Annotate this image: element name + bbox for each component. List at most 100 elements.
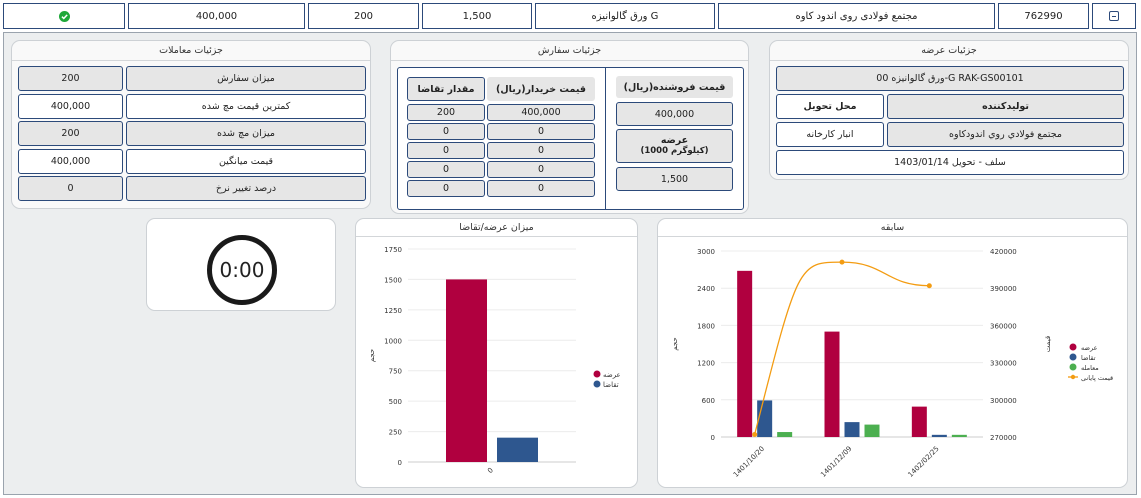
y-tick-label: 1200 <box>697 360 715 368</box>
offer-product-code: ورق گالوانیزه 00-G RAK-GS00101 <box>776 66 1124 91</box>
trade-row-value: 0 <box>18 176 123 201</box>
order-details-title: جزئیات سفارش <box>391 41 748 61</box>
trade-row-label: کمترین قیمت مچ شده <box>126 93 366 119</box>
y-axis-label: حجم <box>368 349 376 363</box>
symbol-code: 762990 <box>998 3 1089 29</box>
bar-supply <box>824 331 840 437</box>
y-tick-label: 500 <box>389 398 402 406</box>
supply-demand-chart-panel: میزان عرضه/تقاضا 0 250 500 750 1000 1250 1500 1… <box>355 218 638 488</box>
x-tick-label: 1401/12/09 <box>819 445 853 479</box>
buyer-price-cell: 0 <box>487 180 595 197</box>
legend-swatch <box>593 370 601 378</box>
x-tick-label: 0 <box>486 466 495 475</box>
bar-demand <box>497 437 538 462</box>
bar-matched <box>777 432 793 437</box>
y2-tick-label: 330000 <box>990 360 1017 368</box>
supply-value: 1,500 <box>616 167 733 191</box>
y-tick-label: 1750 <box>384 246 402 254</box>
legend-label: معامله <box>1081 364 1099 372</box>
supply-demand-chart-title: میزان عرضه/تقاضا <box>356 219 637 237</box>
producer-value: مجتمع فولادي روي اندودكاوه <box>887 122 1124 147</box>
y-tick-label: 1000 <box>384 337 402 345</box>
buyer-price-cell: 0 <box>487 161 595 178</box>
y-tick-label: 2400 <box>697 285 715 293</box>
y-tick-label: 600 <box>702 397 715 405</box>
offer-details-title: جزئیات عرضه <box>770 41 1128 61</box>
trade-row-label: درصد تغییر نرخ <box>126 176 366 201</box>
order-details-panel: جزئیات سفارش قیمت فروشنده(ریال) 400,000 … <box>390 40 749 214</box>
legend-swatch <box>593 380 601 388</box>
final-price-point <box>752 432 758 438</box>
history-chart-title: سابقه <box>658 219 1127 237</box>
legend-label: قیمت پایانی <box>1081 374 1113 382</box>
demand-qty-cell: 0 <box>407 142 485 159</box>
y2-tick-label: 360000 <box>990 322 1017 330</box>
trade-row-value: 400,000 <box>18 93 123 119</box>
final-price-point <box>926 283 932 289</box>
bar-demand <box>844 422 860 437</box>
y-tick-label: 0 <box>398 459 402 467</box>
x-tick-label: 1402/02/25 <box>907 445 941 479</box>
legend-swatch <box>1070 374 1076 380</box>
history-chart: 0 600 1200 1800 2400 3000 270000 300000 330000 36… <box>671 248 1113 479</box>
bar-demand <box>757 400 773 437</box>
supply-header: عرضه (1000 کیلوگرم) <box>616 129 733 163</box>
y-tick-label: 750 <box>389 368 402 376</box>
timer-panel: 0:00 <box>146 218 336 311</box>
bar-supply <box>446 279 487 462</box>
timer-circle: 0:00 <box>207 235 277 305</box>
order-table-divider <box>605 67 606 210</box>
legend-swatch <box>1069 363 1077 371</box>
buyer-price-cell: 400,000 <box>487 104 595 121</box>
x-tick-label: 1401/10/20 <box>732 445 766 479</box>
legend-swatch <box>1069 343 1077 351</box>
bar-matched <box>951 434 967 437</box>
y-tick-label: 250 <box>389 429 402 437</box>
delivery-place-value: انبار کارخانه <box>776 122 884 147</box>
bar-demand <box>931 434 947 437</box>
y-tick-label: 1250 <box>384 307 402 315</box>
y-axis-label: حجم <box>671 337 679 351</box>
bar-matched <box>864 424 880 437</box>
offer-details-panel: جزئیات عرضه ورق گالوانیزه 00-G RAK-GS001… <box>769 40 1129 180</box>
legend-label: تقاضا <box>603 381 619 389</box>
trade-row-value: 400,000 <box>18 148 123 174</box>
y-tick-label: 1800 <box>697 322 715 330</box>
y-tick-label: 3000 <box>697 248 715 256</box>
trade-details-panel: جزئیات معاملات میزان سفارش 200 کمترین قیمت… <box>11 40 371 209</box>
producer-header: تولیدکننده <box>887 94 1124 119</box>
trade-row-label: قیمت میانگین <box>126 148 366 174</box>
trade-row-value: 200 <box>18 66 123 91</box>
final-price-line <box>754 261 930 435</box>
y2-tick-label: 420000 <box>990 248 1017 256</box>
expand-cell[interactable] <box>1092 3 1136 29</box>
bar-supply <box>737 270 753 437</box>
collapse-icon[interactable] <box>1109 11 1119 21</box>
supply-header-unit: (1000 کیلوگرم) <box>640 146 709 156</box>
top-total: 400,000 <box>128 3 305 29</box>
seller-price-value: 400,000 <box>616 102 733 126</box>
y-tick-label: 1500 <box>384 276 402 284</box>
delivery-place-header: محل تحویل <box>776 94 884 119</box>
supply-header-label: عرضه <box>660 135 689 146</box>
bar-supply <box>911 406 927 437</box>
top-price: 1,500 <box>422 3 532 29</box>
demand-qty-cell: 0 <box>407 180 485 197</box>
product-name: ورق گالوانیزه G <box>535 3 715 29</box>
y2-axis-label: قیمت <box>1044 336 1052 352</box>
supply-demand-chart: 0 250 500 750 1000 1250 1500 1750 حجم 0 عرضه تقاضا <box>368 246 621 475</box>
top-quantity: 200 <box>308 3 419 29</box>
legend-label: عرضه <box>1081 344 1098 352</box>
seller-price-header: قیمت فروشنده(ریال) <box>616 76 733 98</box>
trade-row-value: 200 <box>18 121 123 146</box>
demand-qty-cell: 0 <box>407 161 485 178</box>
y-tick-label: 0 <box>711 434 715 442</box>
y2-tick-label: 300000 <box>990 397 1017 405</box>
timer-value: 0:00 <box>219 258 265 282</box>
y2-tick-label: 390000 <box>990 285 1017 293</box>
trade-row-label: میزان مچ شده <box>126 121 366 146</box>
history-chart-panel: سابقه 0 600 1200 1800 2400 3000 270000 300000 33… <box>657 218 1128 488</box>
demand-qty-cell: 0 <box>407 123 485 140</box>
legend-label: تقاضا <box>1081 354 1096 362</box>
buyer-price-cell: 0 <box>487 142 595 159</box>
